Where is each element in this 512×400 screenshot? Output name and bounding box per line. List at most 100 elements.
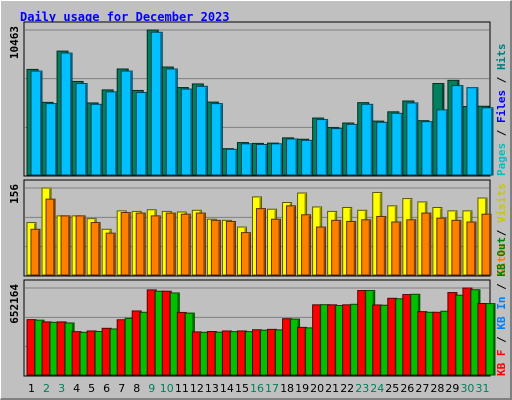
bar-sites-day-18 [286,205,297,276]
bar-shade [325,120,328,175]
bar-shade [250,144,252,175]
bar-shade [145,93,147,175]
bar-shade [85,84,87,175]
panel-1: 10463 Pages / Files / Hits [8,21,508,177]
bar-sites-day-5 [90,222,101,276]
x-tick-label: 25 [385,382,399,395]
x-tick-label: 16 [250,382,264,395]
x-tick-label: 4 [73,382,80,395]
bar-shade [475,88,478,175]
bar-shade [203,214,205,275]
bar-sites-day-27 [421,212,432,276]
bar-shade [38,230,40,275]
bar-shade [55,104,57,175]
bar-sites-day-31 [481,213,492,276]
bar-sites-day-25 [391,221,402,276]
bar-sites-day-22 [346,220,357,276]
x-tick-label: 22 [340,382,354,395]
bar-shade [248,233,250,275]
x-tick-label: 2 [43,382,50,395]
bar-sites-day-12 [195,212,206,276]
x-tick-label: 13 [205,382,219,395]
bar-files-day-31 [481,107,494,176]
bar-shade [370,105,373,175]
legend-entry: KB In [495,297,508,330]
bar-shade [265,145,267,175]
bar-sites-day-28 [436,217,447,276]
bar-sites-day-3 [60,215,71,276]
bar-shade [143,214,145,275]
x-tick-label: 30 [460,382,474,395]
bar-shade [353,222,356,275]
legend-entry: Visits [495,183,508,223]
legend-entry: / [495,123,508,143]
bar-sites-day-9 [150,215,161,276]
bar-sites-day-1 [30,228,41,276]
bar-shade [490,108,493,175]
bar-sites-day-6 [105,232,116,276]
x-axis-labels: 1 2 3 4 5 6 7 8 9 10 11 12 13 14 15 16 17 18 19 20 21 22 23 24 2… [28,382,489,395]
x-tick-label: 8 [133,382,140,395]
bar-sites-day-21 [331,219,342,276]
panel-3: 652164 KB F / KB In / KB Out [8,237,508,377]
x-tick-label: 24 [370,382,384,395]
bar-sites-day-8 [135,212,146,276]
bar-shade [368,220,371,275]
panel-legend: Sites / Visits [495,183,508,276]
bar-shade [235,150,237,175]
y-max-label: 652164 [8,284,21,324]
legend-entry: / [495,277,508,297]
x-tick-label: 15 [235,382,249,395]
bar-shade [278,220,281,275]
bar-shade [233,222,235,275]
bar-sites-day-26 [406,219,417,276]
x-tick-label: 28 [430,382,444,395]
bar-shade [385,123,388,175]
bar-shade [293,206,296,275]
y-max-label: 156 [8,184,21,204]
bar-files-day-13 [210,103,223,176]
bar-shade [130,72,132,175]
bar-shade [338,221,341,275]
x-tick-label: 5 [88,382,95,395]
bar-sites-day-19 [301,214,312,276]
bar-shade [220,104,222,175]
x-tick-label: 21 [325,382,339,395]
y-max-label: 10463 [8,26,21,59]
bar-shade [190,90,192,175]
bar-sites-day-4 [75,215,86,276]
bar-shade [383,217,386,275]
bar-shade [340,129,343,175]
bar-sites-day-24 [376,215,387,276]
bar-sites-day-11 [180,213,191,276]
bar-shade [83,216,85,275]
bar-shade [413,220,416,275]
legend-entry: KB Out [495,237,508,277]
x-tick-label: 9 [148,382,155,395]
legend-entry: / [495,70,508,90]
bar-shade [68,216,70,275]
bar-shade [158,216,160,275]
x-tick-label: 14 [220,382,234,395]
bar-shade [98,223,100,275]
bar-kb-out-day-31 [485,303,496,376]
bar-shade [188,215,190,275]
bar-shade [460,86,463,175]
bar-shade [173,214,175,275]
bar-shade [398,223,401,275]
bar-sites-day-29 [451,219,462,276]
x-tick-label: 27 [415,382,429,395]
x-tick-label: 6 [103,382,110,395]
bar-shade [473,223,476,275]
bar-shade [115,92,117,175]
x-tick-label: 7 [118,382,125,395]
bar-shade [70,54,72,175]
bar-shade [113,234,115,275]
legend-entry: Pages [495,143,508,176]
x-tick-label: 29 [445,382,459,395]
bar-shade [128,213,130,275]
bar-sites-day-20 [316,226,327,276]
legend-entry: / [495,330,508,350]
x-tick-label: 17 [265,382,279,395]
x-tick-label: 26 [400,382,414,395]
